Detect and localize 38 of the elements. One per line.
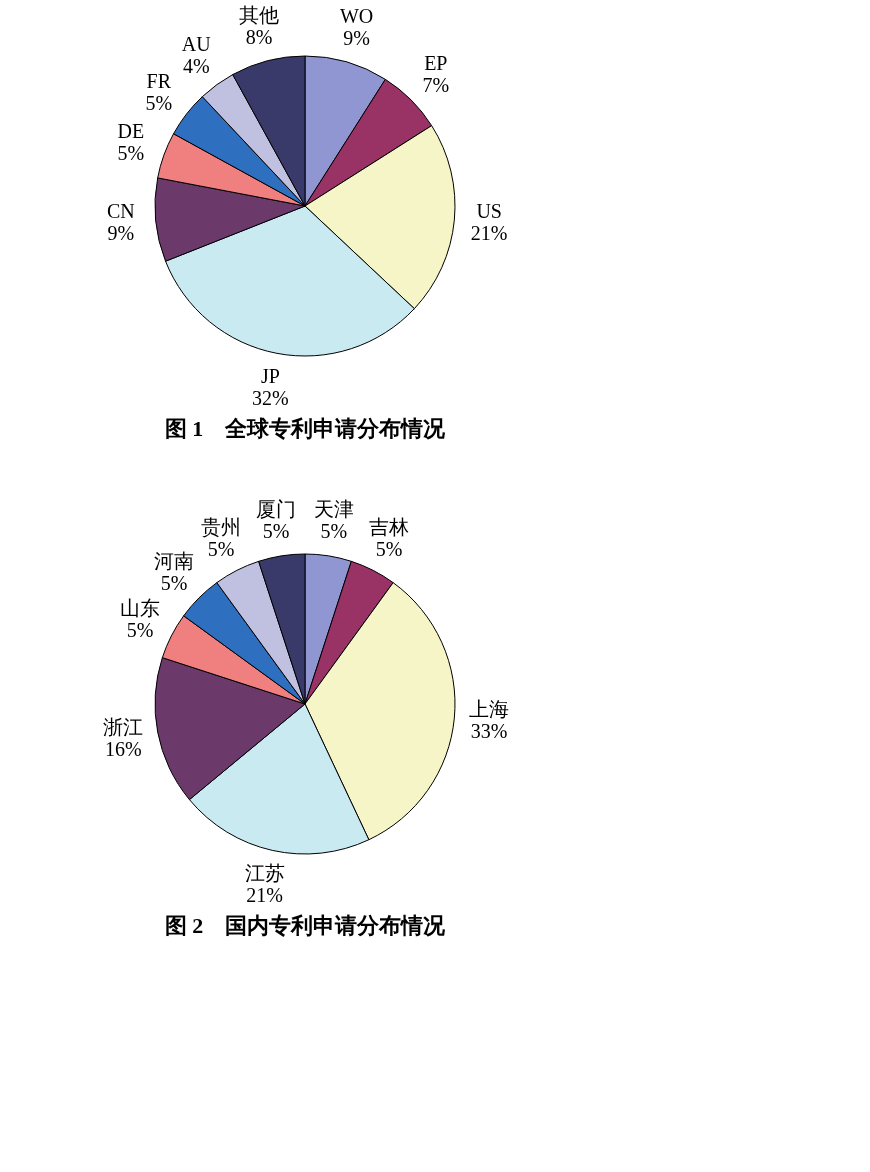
slice-label: WO [339,5,374,28]
slice-label: US [476,200,502,223]
data-label: 33% [470,720,508,743]
slice-label: 江苏 [244,861,285,884]
slice-label: AU [181,33,212,56]
slice-label: 河南 [154,550,195,573]
data-label: 5% [160,572,188,595]
data-label: 5% [117,142,145,165]
text: 图 2 国内专利申请分布情况 [164,912,447,938]
slice-label: 上海 [469,698,510,721]
slice-label: 浙江 [103,715,144,738]
slice-label: 厦门 [256,498,297,521]
slice-label: CN [106,200,135,223]
slice-label: 山东 [120,597,161,620]
data-label: 32% [252,386,289,409]
slice-label: 贵州 [201,516,242,539]
data-label: 5% [145,91,173,114]
data-label: 5% [320,520,348,543]
data-label: 8% [245,25,273,48]
data-label: 7% [422,74,450,97]
data-label: 21% [246,883,283,906]
data-label: 4% [182,55,210,78]
slice-label: 其他 [238,3,279,26]
slice-label: 吉林 [368,516,409,539]
data-label: 9% [107,222,135,245]
data-label: 5% [126,619,154,642]
slice-label: 天津 [313,498,354,521]
data-label: 5% [262,520,290,543]
slice-label: DE [117,120,145,143]
data-label: 5% [375,538,403,561]
data-label: 9% [343,27,370,50]
data-label: 21% [470,222,508,245]
data-label: 16% [104,737,142,760]
text: 图 1 全球专利申请分布情况 [164,415,447,441]
slice-label: EP [424,52,448,75]
slice-label: FR [146,69,172,92]
data-label: 5% [207,538,235,561]
slice-label: JP [260,364,280,387]
